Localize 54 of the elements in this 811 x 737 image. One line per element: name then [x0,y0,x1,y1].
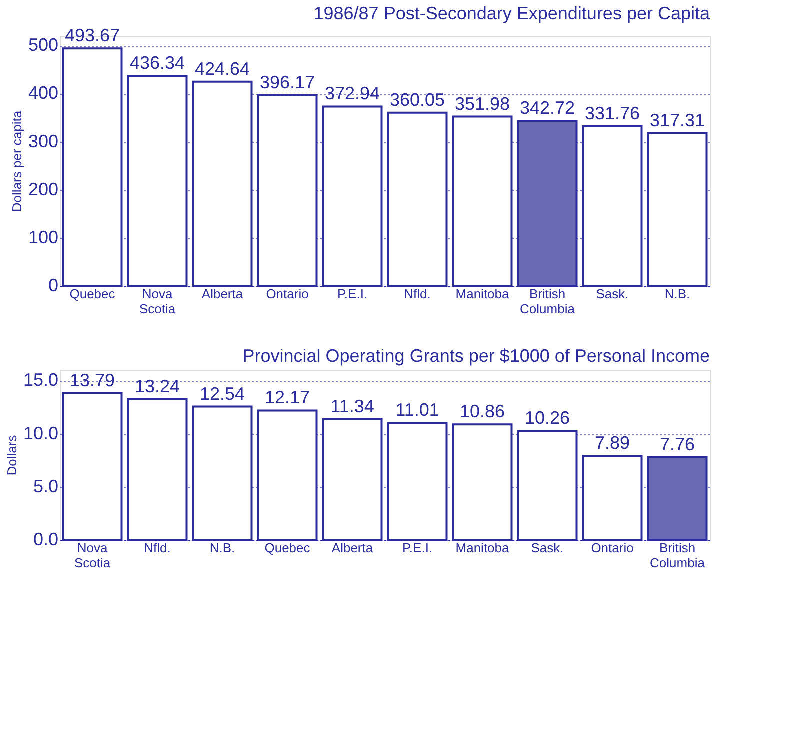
y-tick-label: 100 [28,227,58,248]
data-label: 7.76 [660,434,696,455]
y-tick-label: 15.0 [23,370,58,390]
y-tick-label: 0 [48,276,58,296]
x-tick-label: Sask. [596,286,629,302]
x-tick-label: Manitoba [456,540,510,556]
y-tick-label: 300 [28,131,58,152]
x-tick-label: British Columbia [650,540,706,570]
x-tick-label: Nfld. [404,286,431,302]
x-tick-label: P.E.I. [402,540,433,556]
data-label: 360.05 [390,90,446,110]
data-label: 493.67 [64,26,120,46]
data-label: 424.64 [194,58,250,79]
x-tick-label: Nfld. [144,540,171,556]
data-label: 396.17 [260,72,316,93]
data-label: 11.34 [330,396,374,417]
data-label: 10.26 [524,408,570,428]
x-tick-label: Ontario [266,286,309,302]
data-label: 13.24 [134,376,180,396]
x-tick-label: Quebec [264,540,311,556]
x-tick-label: Quebec [70,286,116,302]
x-tick-label: Sask. [531,540,564,556]
data-label: 12.17 [264,388,310,408]
y-tick-label: 400 [28,83,58,104]
x-tick-label: Manitoba [456,286,510,302]
x-tick-label: Nova Scotia [139,286,176,316]
data-label: 436.34 [130,53,186,74]
x-tick-label: Alberta [202,286,244,302]
data-label: 13.79 [70,370,116,390]
x-tick-label: Alberta [332,540,374,556]
y-tick-label: 500 [28,35,58,56]
x-tick-label: N.B. [664,286,690,302]
data-label: 331.76 [584,104,640,124]
y-tick-label: 0.0 [33,530,58,550]
y-tick-label: 10.0 [23,423,58,444]
data-label: 342.72 [520,98,576,118]
chart-title: 1986/87 Post-Secondary Expenditures per Capita [314,4,711,24]
y-tick-label: 200 [28,179,58,200]
data-label: 372.94 [324,84,380,104]
y-axis-title: Dollars [4,434,20,476]
x-tick-label: P.E.I. [337,286,368,302]
data-label: 10.86 [460,402,506,422]
x-tick-label: Nova Scotia [74,540,112,570]
data-label: 11.01 [396,400,440,420]
data-label: 317.31 [650,110,706,130]
chart-title: Provincial Operating Grants per $1000 of Personal Income [242,346,710,366]
y-axis-title: Dollars per capita [9,110,24,212]
data-label: 351.98 [454,94,510,114]
x-tick-label: Ontario [591,540,634,556]
y-tick-label: 5.0 [33,476,58,496]
x-tick-label: British Columbia [520,286,576,316]
data-label: 12.54 [200,384,246,404]
data-label: 7.89 [594,433,630,454]
x-tick-label: N.B. [210,540,236,556]
